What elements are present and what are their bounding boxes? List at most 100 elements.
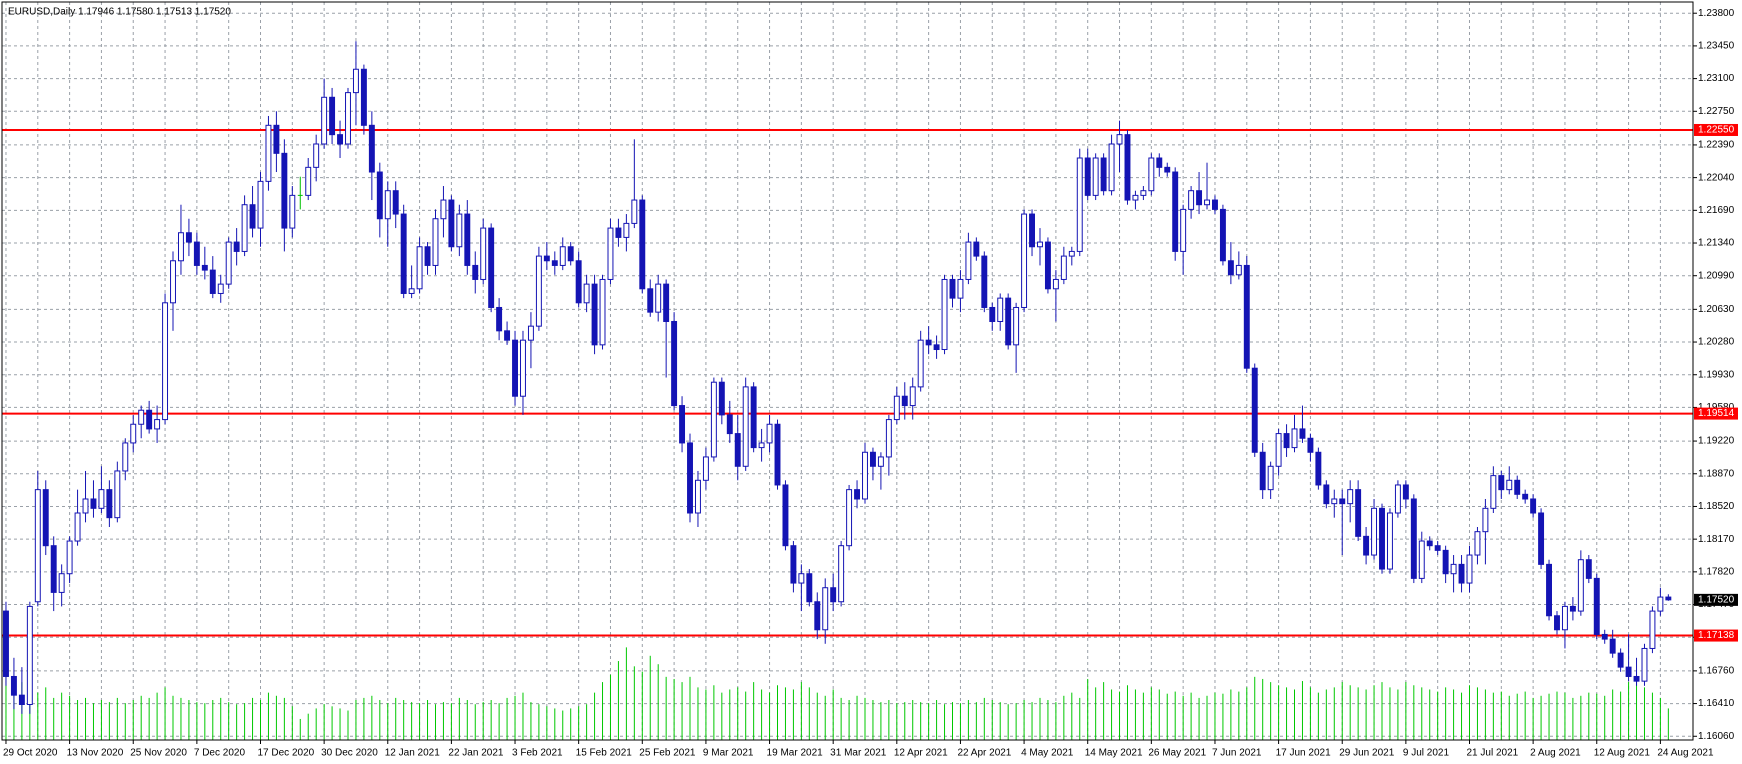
candle-body [424,246,431,266]
candle-body [647,288,654,313]
y-tick-label: 1.21340 [1698,238,1735,249]
candle-body [193,241,200,266]
candle-body [981,255,988,308]
candle-body [1601,633,1608,640]
x-tick-label: 9 Jul 2021 [1403,748,1450,759]
candle-body [512,339,518,397]
candle-body [313,143,320,168]
x-tick-label: 15 Feb 2021 [576,748,633,759]
candle-body [862,451,868,500]
y-tick-label: 1.18520 [1698,501,1735,512]
candle-body [456,213,463,248]
candle-body [1498,475,1505,491]
candle-body [122,442,129,472]
candle-body [933,344,940,351]
x-tick-label: 13 Nov 2020 [67,748,124,759]
candle-body [114,470,121,519]
candle-body [360,68,367,126]
candle-body [1402,484,1409,500]
candle-body [607,227,614,280]
candle-body [130,423,137,444]
candle-body [1029,213,1035,248]
candle-body [949,278,956,299]
candle-body [623,222,630,238]
candle-body [663,283,670,322]
level-label: 1.17138 [1698,630,1735,641]
candle-body [472,264,479,280]
candle-body [941,278,948,351]
y-tick-label: 1.19580 [1698,402,1735,413]
candle-layer [3,41,1672,714]
candle-body [1649,610,1656,649]
candle-body [488,227,495,308]
candle-body [26,605,33,706]
x-tick-label: 17 Jun 2021 [1276,748,1331,759]
price-label: 1.17520 [1698,595,1735,606]
candle-body [416,246,423,290]
candle-body [74,512,81,542]
candle-body [1243,264,1250,369]
x-tick-label: 4 May 2021 [1021,748,1074,759]
plot-frame [1,1,1694,741]
x-tick-label: 3 Feb 2021 [512,748,563,759]
candle-body [1219,208,1226,262]
candle-body [352,68,359,94]
candle-body [869,451,876,467]
candle-body [814,601,821,631]
x-tick-label: 21 Jul 2021 [1466,748,1518,759]
candle-body [464,213,471,266]
y-tick-label: 1.23450 [1698,41,1735,52]
candle-body [1490,475,1497,509]
candle-body [384,190,391,220]
candle-body [989,306,996,322]
candle-body [1593,577,1600,635]
candle-body [273,124,280,154]
candle-body [1466,554,1473,584]
candle-body [337,134,344,145]
candle-body [1124,134,1131,201]
candle-body [1426,540,1433,547]
x-tick-label: 29 Oct 2020 [3,748,58,759]
candle-body [774,423,781,486]
candle-body [671,320,678,407]
candle-body [1331,498,1338,505]
candle-body [241,204,248,252]
x-tick-label: 22 Apr 2021 [957,748,1011,759]
candle-body [718,381,725,416]
x-tick-label: 24 Aug 2021 [1657,748,1714,759]
candle-body [1665,596,1672,601]
candle-body [1060,255,1067,280]
candle-body [58,573,65,593]
candle-body [305,166,312,196]
candle-body [639,199,646,290]
candle-body [901,395,908,407]
candle-body [90,498,97,509]
y-tick-label: 1.22390 [1698,140,1735,151]
candle-body [257,180,264,229]
candle-body [162,302,169,421]
candle-body [909,386,916,407]
x-tick-label: 12 Jan 2021 [385,748,440,759]
x-tick-label: 25 Feb 2021 [639,748,696,759]
y-tick-label: 1.19220 [1698,436,1735,447]
chart-title: EURUSD,Daily 1.17946 1.17580 1.17513 1.1… [8,7,231,18]
candle-body [1140,190,1147,196]
candle-body [631,199,638,224]
candle-body [154,419,161,430]
y-tick-label: 1.21690 [1698,205,1735,216]
candle-body [496,306,503,332]
candle-body [957,278,964,299]
x-tick-label: 29 Jun 2021 [1339,748,1394,759]
candle-body [1434,545,1441,551]
candle-body [575,260,582,304]
level-tag [1694,407,1738,420]
candle-body [146,409,153,430]
candle-body [1633,675,1640,682]
candle-body [1657,596,1664,612]
candle-body [583,283,590,304]
candle-body [758,442,765,449]
candle-body [615,227,622,238]
candle-body [567,246,574,262]
candle-body [368,124,375,173]
candle-body [209,269,216,294]
